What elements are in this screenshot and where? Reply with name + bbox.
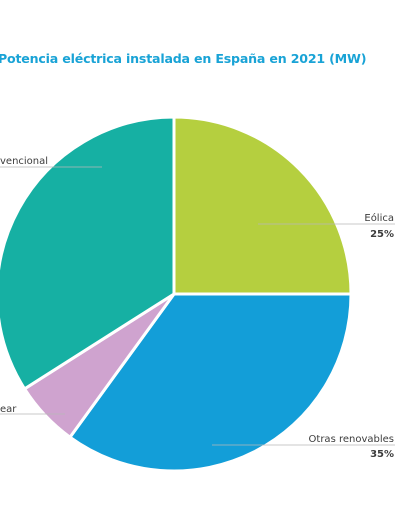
pie-slice-eolica xyxy=(172,115,353,296)
callout-nuclear: ear xyxy=(0,404,65,415)
slice-pct-eolica: 25% xyxy=(370,229,394,240)
slice-label-eolica: Eólica xyxy=(364,212,394,224)
slice-label-convencional: vencional xyxy=(0,156,48,167)
chart-title: Potencia eléctrica instalada en España e… xyxy=(0,51,367,66)
slice-label-nuclear: ear xyxy=(0,404,17,415)
pie-slice-otras-renovables xyxy=(68,292,353,473)
callout-otras-renovables: Otras renovables 35% xyxy=(212,434,395,460)
slice-pct-otras-renovables: 35% xyxy=(370,449,394,460)
pie-slices xyxy=(0,115,353,473)
pie-slice-convencional xyxy=(0,115,176,391)
callout-eolica: Eólica 25% xyxy=(258,212,395,240)
callout-convencional: vencional xyxy=(0,156,102,168)
slice-label-otras-renovables: Otras renovables xyxy=(309,434,394,445)
